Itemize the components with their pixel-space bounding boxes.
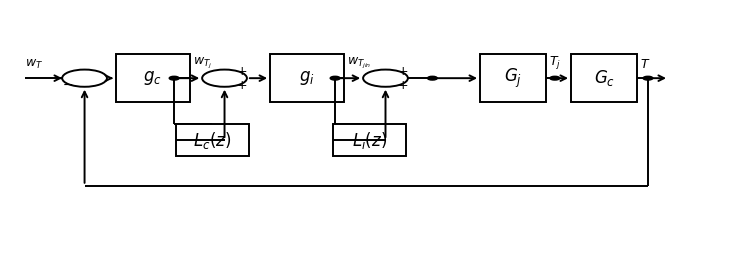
Text: $w_T$: $w_T$	[25, 58, 43, 71]
Circle shape	[550, 76, 560, 80]
Text: $L_i(z)$: $L_i(z)$	[352, 130, 387, 151]
Text: $+$: $+$	[235, 65, 247, 78]
Text: $L_c(z)$: $L_c(z)$	[193, 130, 232, 151]
Bar	[480, 54, 547, 102]
Text: $g_c$: $g_c$	[144, 69, 162, 87]
Text: $g_i$: $g_i$	[299, 69, 315, 87]
Text: $w_{T_j}$: $w_{T_j}$	[193, 56, 212, 71]
Text: $T_j$: $T_j$	[548, 54, 561, 71]
Bar	[116, 54, 190, 102]
Circle shape	[427, 76, 437, 80]
Text: $+$: $+$	[397, 79, 408, 92]
Circle shape	[643, 76, 653, 80]
Bar	[176, 124, 249, 156]
Text: $+$: $+$	[235, 79, 247, 92]
Text: $G_c$: $G_c$	[593, 68, 615, 88]
Bar	[333, 124, 407, 156]
Bar	[270, 54, 343, 102]
Circle shape	[169, 76, 179, 80]
Text: $G_j$: $G_j$	[504, 67, 522, 90]
Text: $T$: $T$	[639, 59, 650, 71]
Text: $+$: $+$	[397, 65, 408, 78]
Bar	[571, 54, 637, 102]
Circle shape	[330, 76, 340, 80]
Text: $-$: $-$	[62, 78, 74, 91]
Text: $w_{T_{jin}}$: $w_{T_{jin}}$	[347, 56, 372, 71]
